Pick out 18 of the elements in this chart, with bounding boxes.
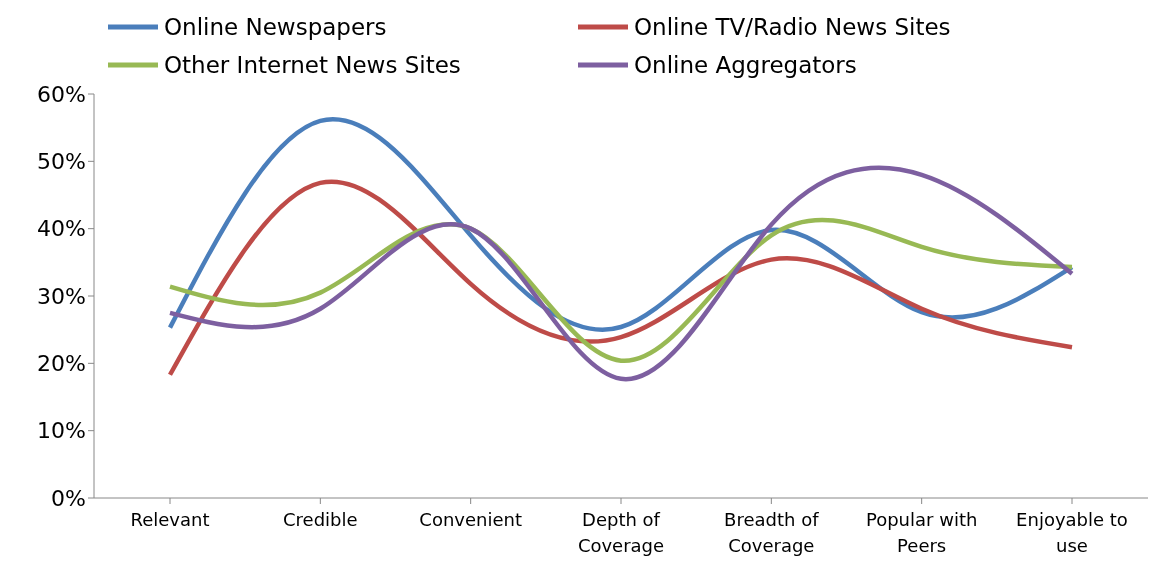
y-tick-label: 40% (37, 216, 86, 242)
legend-label: Other Internet News Sites (164, 51, 461, 80)
x-tick-label: Convenient (419, 509, 522, 530)
x-tick-label: Credible (283, 509, 358, 530)
legend-label: Online Newspapers (164, 13, 387, 42)
y-tick-label: 10% (37, 418, 86, 444)
legend-label: Online TV/Radio News Sites (634, 13, 951, 42)
y-tick-label: 20% (37, 351, 86, 377)
x-tick-label: Popular with Peers (865, 509, 978, 556)
y-tick-label: 30% (37, 283, 86, 309)
x-tick-label: Breadth of Coverage (724, 509, 820, 556)
y-tick-label: 50% (37, 149, 86, 175)
x-tick-label: Relevant (130, 509, 210, 530)
legend-label: Online Aggregators (634, 51, 857, 80)
x-tick-label: Enjoyable to use (1016, 509, 1128, 556)
x-tick-label: Depth of Coverage (577, 509, 665, 556)
y-tick-label: 60% (37, 81, 86, 107)
y-tick-label: 0% (51, 485, 86, 511)
